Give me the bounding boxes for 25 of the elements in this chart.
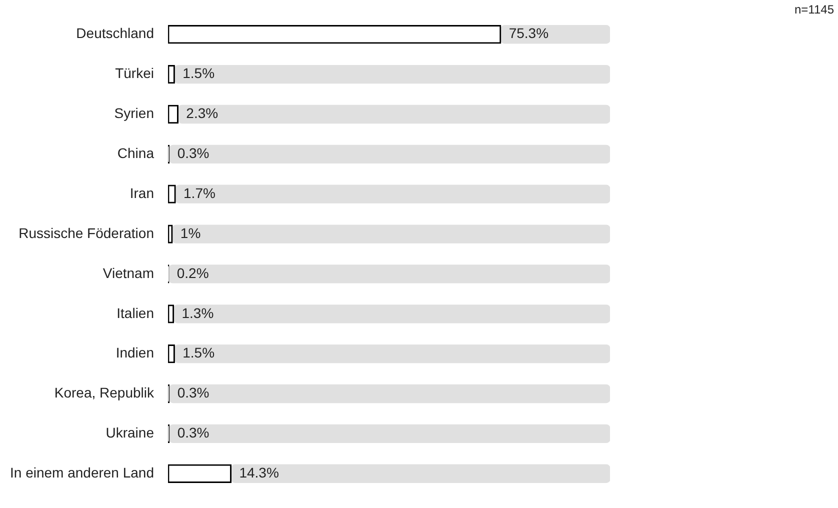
y-tick-label: In einem anderen Land (10, 464, 154, 480)
data-label: 75.3% (508, 25, 549, 42)
y-tick-label: Korea, Republik (54, 384, 155, 401)
data-label: 14.3% (239, 464, 279, 480)
y-tick-label: Indien (116, 344, 154, 361)
y-tick-label: Iran (130, 184, 154, 201)
data-label: 0.3% (177, 424, 210, 441)
data-label: 1% (180, 224, 201, 241)
y-tick-label: Syrien (114, 105, 154, 122)
data-label: 1.5% (182, 344, 215, 361)
y-tick-label: Deutschland (76, 25, 154, 42)
data-label: 0.3% (177, 384, 210, 401)
y-tick-label: Russische Föderation (18, 224, 154, 241)
y-tick-label: Türkei (115, 65, 154, 82)
data-label: 2.3% (186, 105, 218, 122)
data-label: 0.2% (176, 264, 209, 281)
y-tick-label: Ukraine (106, 424, 154, 441)
data-label: 0.3% (177, 145, 210, 162)
y-tick-label: Italien (116, 304, 154, 321)
y-tick-label: China (117, 145, 154, 162)
data-label: 1.3% (182, 304, 214, 321)
data-label: 1.7% (184, 184, 216, 201)
data-label: 1.5% (182, 65, 215, 82)
y-tick-label: Vietnam (102, 264, 154, 281)
text: n=1145 (794, 2, 834, 16)
